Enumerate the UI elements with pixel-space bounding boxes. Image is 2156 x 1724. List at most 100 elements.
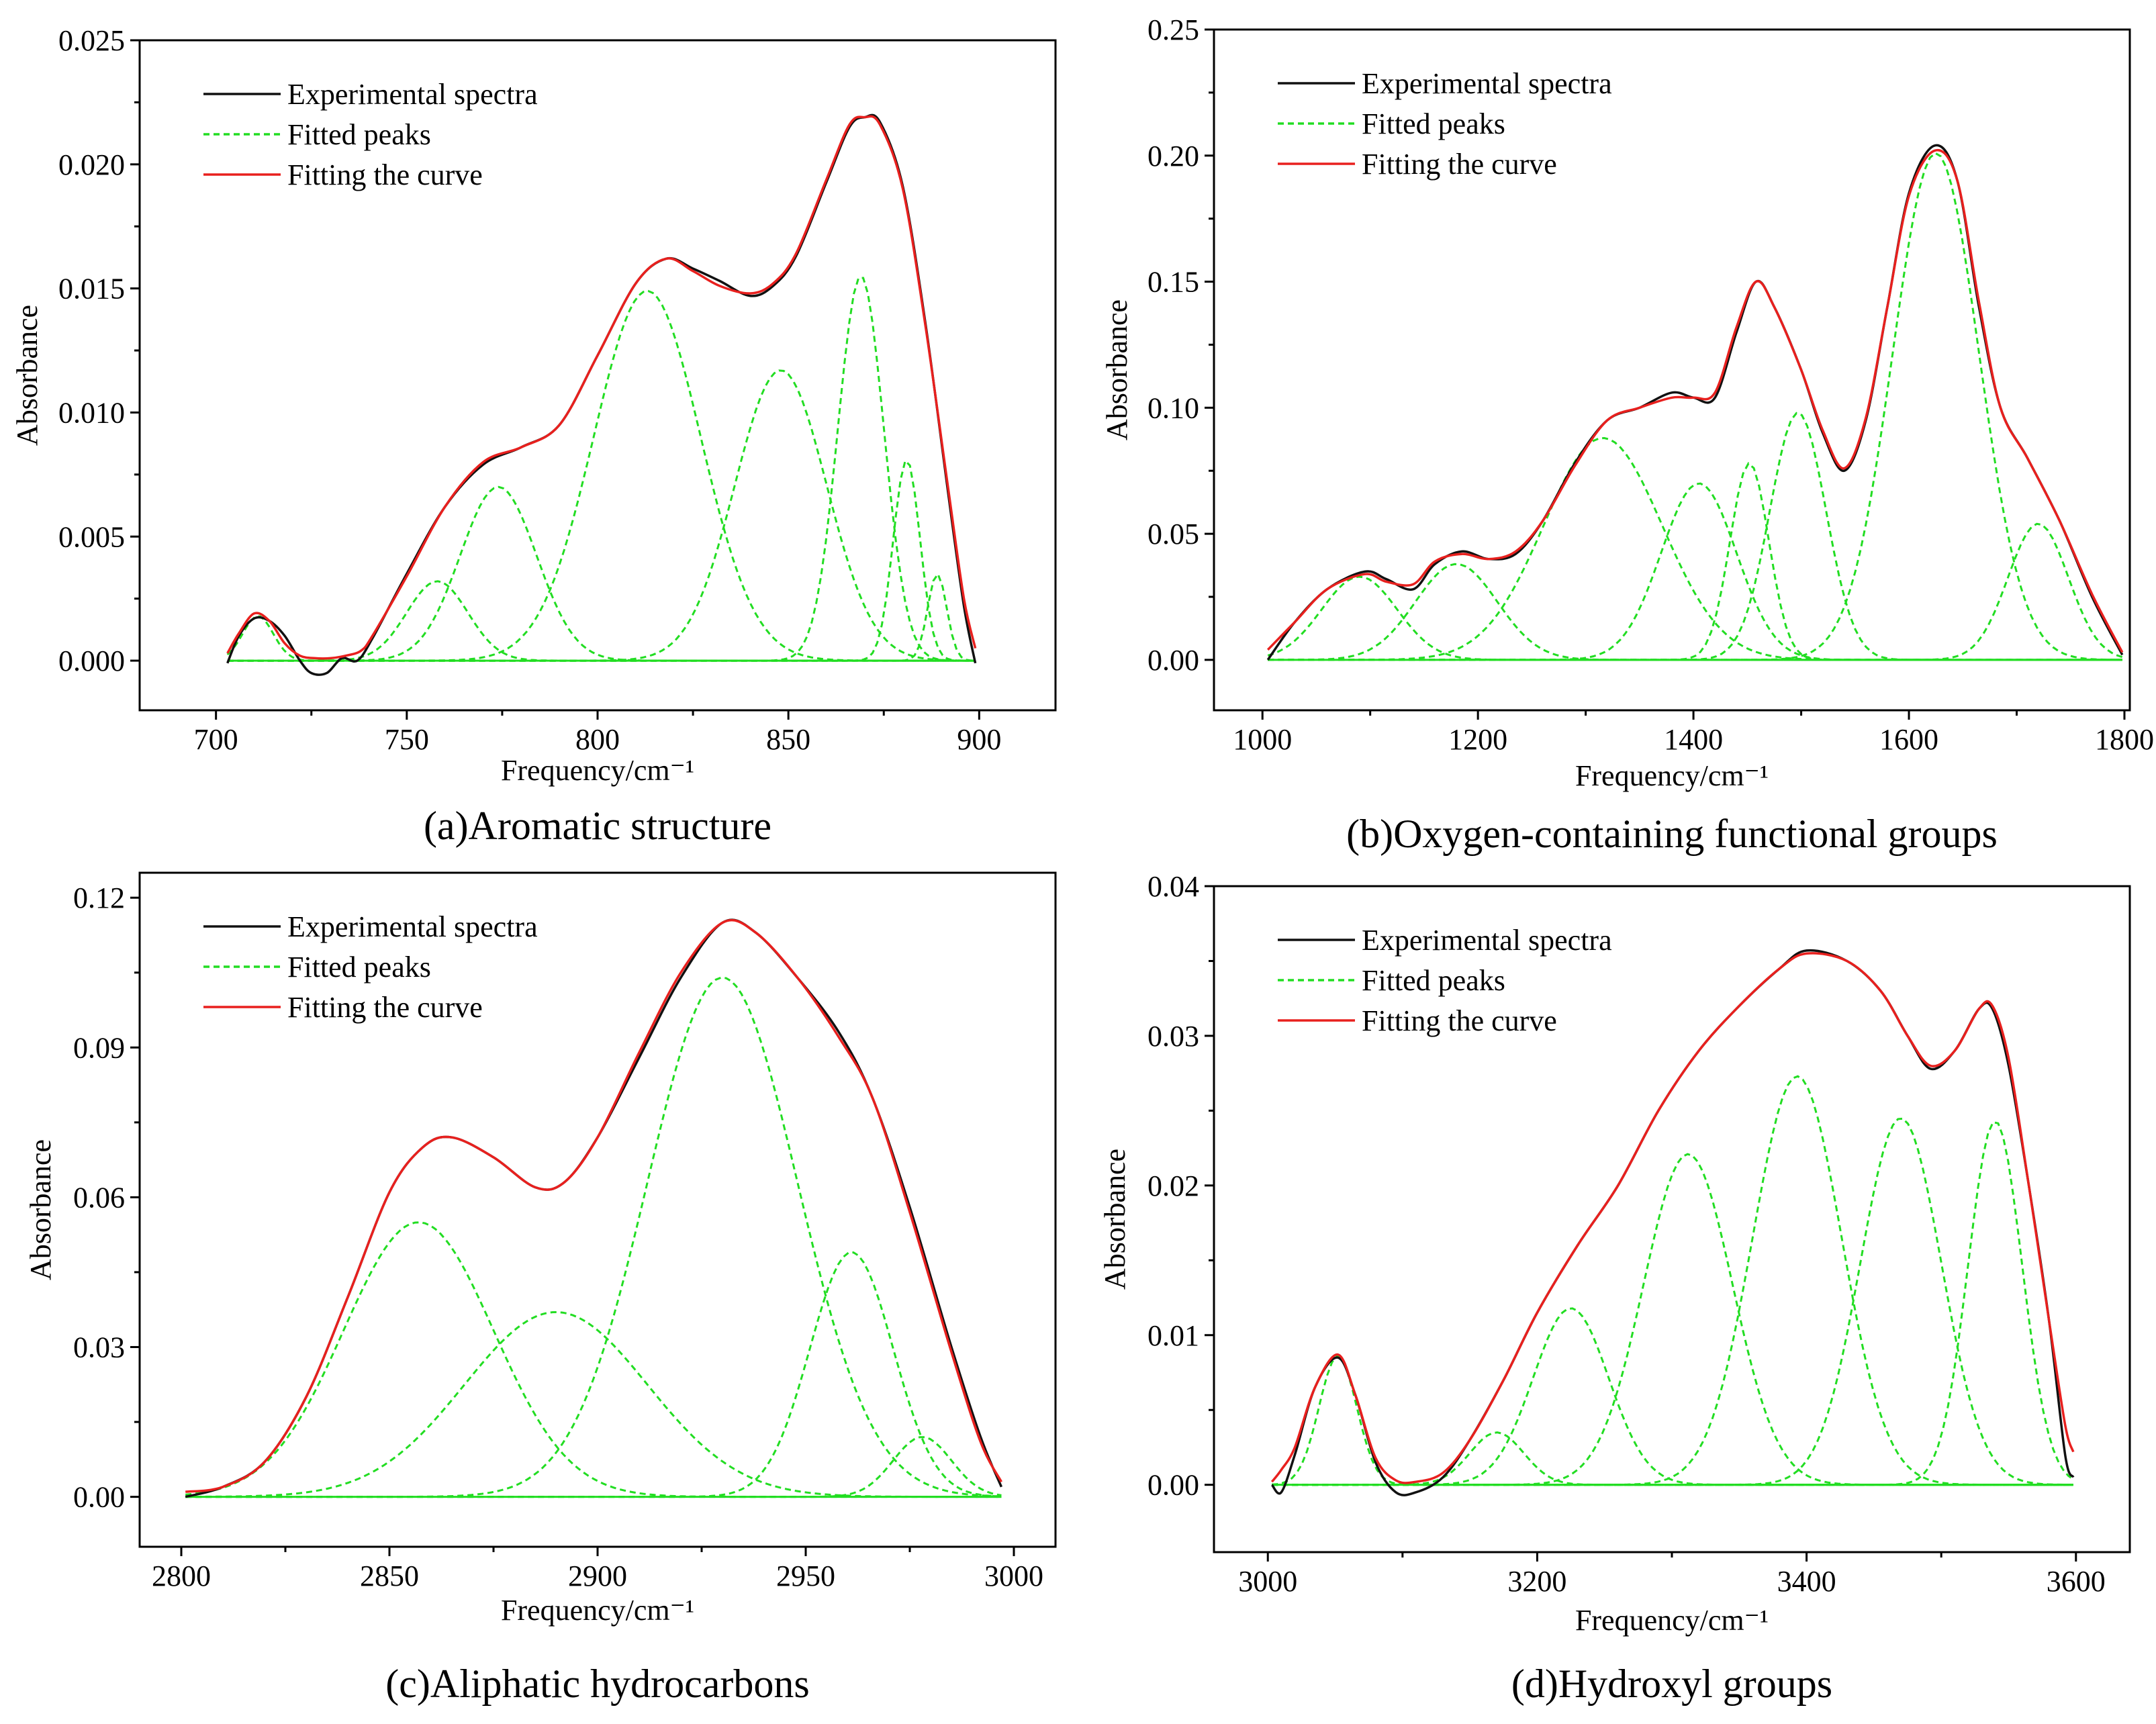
y-tick-label: 0.04 — [1147, 870, 1199, 903]
fitted-peak-7 — [1268, 522, 2123, 661]
chart-panel-1: 1000 1200 1400 1600 1800 0.00 0.05 0.10 0.15 0.20… — [1100, 13, 2154, 856]
fitting-curve-line — [1270, 952, 2075, 1484]
x-tick-label: 1000 — [1233, 723, 1292, 756]
fitted-peak-6 — [1272, 1120, 2074, 1486]
legend-label-1: Fitted peaks — [287, 951, 431, 984]
experimental-spectra-line — [1266, 144, 2124, 661]
plot-frame — [1213, 28, 2131, 712]
fitted-peak-2 — [1272, 1307, 2073, 1486]
plot-frame — [1213, 885, 2131, 1553]
plot-frame — [138, 39, 1057, 712]
y-tick-label: 0.000 — [58, 644, 125, 677]
x-tick-label: 1200 — [1448, 723, 1507, 756]
fitted-peak-5 — [1272, 1117, 2073, 1486]
x-tick-label: 2900 — [568, 1560, 627, 1592]
plot-area — [226, 113, 977, 676]
y-axis-label: Absorbance — [11, 305, 44, 446]
panel-caption: (b)Oxygen-containing functional groups — [1346, 812, 1998, 856]
fitting-curve-line — [226, 115, 977, 660]
x-axis-label: Frequency/cm⁻¹ — [501, 754, 694, 787]
y-tick-label: 0.10 — [1147, 391, 1199, 424]
y-tick-label: 0.00 — [1147, 644, 1199, 677]
legend: Experimental spectra Fitted peaks Fitting … — [203, 910, 538, 1024]
fitted-peak-1 — [227, 580, 976, 662]
chart-panel-2: 2800 2850 2900 2950 3000 0.00 0.03 0.06 0.09 0.12… — [24, 871, 1057, 1706]
legend-label-2: Fitting the curve — [287, 158, 483, 191]
fitted-peak-4 — [227, 369, 976, 662]
legend-label-1: Fitted peaks — [1362, 107, 1505, 140]
x-tick-label: 2950 — [776, 1560, 835, 1592]
fitted-peak-2 — [1268, 436, 2122, 661]
panel-caption: (d)Hydroxyl groups — [1511, 1662, 1832, 1706]
y-tick-label: 0.05 — [1147, 518, 1199, 550]
x-tick-label: 3600 — [2047, 1565, 2106, 1598]
fitting-curve-line — [1266, 148, 2124, 653]
legend-label-1: Fitted peaks — [287, 118, 431, 151]
legend: Experimental spectra Fitted peaks Fitting … — [1278, 67, 1612, 181]
legend-label-0: Experimental spectra — [287, 78, 538, 111]
legend-label-2: Fitting the curve — [1362, 1004, 1557, 1037]
fitted-peak-0 — [185, 1221, 1002, 1498]
y-tick-label: 0.03 — [73, 1331, 125, 1364]
x-tick-label: 1400 — [1664, 723, 1723, 756]
x-axis-label: Frequency/cm⁻¹ — [1575, 1604, 1769, 1637]
legend-label-0: Experimental spectra — [1362, 67, 1612, 100]
y-axis-label: Absorbance — [1100, 299, 1133, 440]
y-axis-label: Absorbance — [1098, 1149, 1131, 1290]
x-tick-label: 850 — [766, 723, 810, 756]
fitted-peak-3 — [1272, 1153, 2073, 1486]
fitted-peak-3 — [185, 1251, 1002, 1498]
y-tick-label: 0.25 — [1147, 13, 1199, 46]
plot-area — [1266, 144, 2124, 661]
fitted-peak-3 — [1268, 482, 2122, 661]
x-tick-label: 800 — [575, 723, 620, 756]
fitted-peak-6 — [227, 459, 976, 662]
x-tick-label: 3200 — [1507, 1565, 1566, 1598]
experimental-spectra-line — [226, 113, 977, 676]
fitted-peak-4 — [1268, 462, 2122, 661]
fitted-peak-1 — [185, 1310, 1002, 1498]
fitted-peak-4 — [185, 1436, 1002, 1498]
y-tick-label: 0.06 — [73, 1181, 125, 1214]
chart-panel-0: 700 750 800 850 900 0.000 0.005 0.010 0.015 0.020… — [11, 24, 1057, 848]
y-tick-label: 0.010 — [58, 396, 125, 429]
y-tick-label: 0.005 — [58, 520, 125, 553]
legend-label-0: Experimental spectra — [287, 910, 538, 943]
x-tick-label: 1600 — [1879, 723, 1938, 756]
x-axis-label: Frequency/cm⁻¹ — [501, 1594, 694, 1627]
y-tick-label: 0.020 — [58, 148, 125, 181]
x-tick-label: 2800 — [152, 1560, 211, 1592]
y-tick-label: 0.12 — [73, 881, 125, 914]
y-tick-label: 0.20 — [1147, 140, 1199, 173]
x-axis-label: Frequency/cm⁻¹ — [1575, 759, 1769, 792]
y-axis-label: Absorbance — [24, 1139, 57, 1280]
plot-area — [185, 918, 1003, 1498]
chart-panel-3: 3000 3200 3400 3600 0.00 0.01 0.02 0.03 0.04 Freq… — [1098, 870, 2131, 1706]
fitted-peak-0 — [1267, 575, 2122, 661]
y-tick-label: 0.03 — [1147, 1020, 1199, 1053]
legend-label-1: Fitted peaks — [1362, 964, 1505, 997]
fitted-peak-2 — [227, 485, 976, 662]
x-tick-label: 2850 — [360, 1560, 419, 1592]
fitted-peak-4 — [1272, 1075, 2073, 1486]
x-tick-label: 3000 — [984, 1560, 1043, 1592]
x-tick-label: 900 — [957, 723, 1001, 756]
x-tick-label: 3400 — [1777, 1565, 1836, 1598]
legend-label-2: Fitting the curve — [1362, 148, 1557, 181]
fitting-curve-line — [185, 918, 1002, 1493]
y-tick-label: 0.00 — [73, 1481, 125, 1514]
x-tick-label: 3000 — [1238, 1565, 1297, 1598]
panel-caption: (c)Aliphatic hydrocarbons — [385, 1662, 809, 1706]
y-tick-label: 0.025 — [58, 24, 125, 57]
y-tick-label: 0.09 — [73, 1031, 125, 1064]
legend: Experimental spectra Fitted peaks Fitting … — [1278, 924, 1612, 1037]
y-tick-label: 0.015 — [58, 273, 125, 305]
panel-caption: (a)Aromatic structure — [424, 804, 771, 848]
x-tick-label: 750 — [385, 723, 429, 756]
x-tick-label: 1800 — [2095, 723, 2154, 756]
x-tick-label: 700 — [194, 723, 238, 756]
plot-area — [1270, 949, 2075, 1496]
fitted-peak-0 — [226, 615, 976, 662]
y-tick-label: 0.02 — [1147, 1169, 1199, 1202]
